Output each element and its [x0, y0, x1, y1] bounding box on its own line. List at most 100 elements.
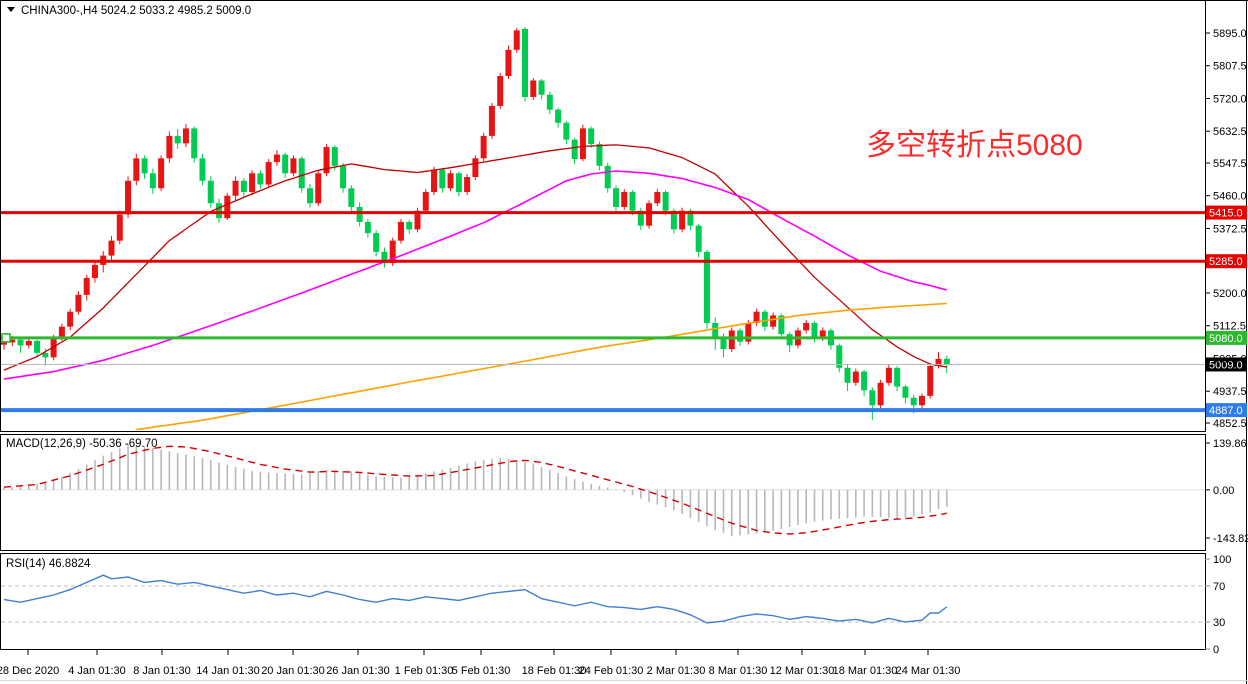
macd-pane[interactable] [0, 434, 1206, 551]
candle-body [596, 144, 603, 166]
candle [464, 174, 471, 195]
symbol-dropdown-icon[interactable] [7, 7, 15, 12]
candle-body [75, 294, 82, 312]
candle [505, 45, 512, 80]
price-tick-label: 5460.0 [1213, 191, 1247, 203]
price-badge-text: 5009.0 [1209, 359, 1243, 371]
ma-slow-line [136, 302, 947, 431]
price-badge-text: 5080.0 [1209, 333, 1243, 345]
chart-title: CHINA300-,H4 5024.2 5033.2 4985.2 5009.0 [21, 5, 251, 17]
candle [431, 166, 438, 195]
candle-body [257, 173, 264, 185]
candle-body [199, 158, 206, 181]
time-tick-label: 8 Jan 01:30 [133, 665, 191, 677]
candle-body [207, 180, 214, 204]
candle [315, 170, 322, 207]
candle-body [331, 147, 338, 166]
candle [703, 249, 710, 329]
candle-body [9, 339, 16, 343]
rsi-tick-label: 30 [1213, 617, 1225, 629]
candle-body [538, 80, 545, 95]
time-tick-label: 14 Jan 01:30 [196, 665, 260, 677]
candle-body [348, 188, 355, 207]
price-badge-resistance-5285 [1206, 254, 1247, 269]
candle-body [935, 358, 942, 366]
candle-body [579, 128, 586, 160]
candle [439, 167, 446, 193]
macd-tick-label: -143.82 [1213, 533, 1248, 545]
ma-mid-line [3, 170, 948, 380]
candle-body [306, 188, 313, 204]
candle [149, 168, 156, 194]
time-scale[interactable]: 28 Dec 2020 4 Jan 01:30 8 Jan 01:30 14 Jan … [0, 649, 960, 678]
candle-body [621, 191, 628, 207]
candle [472, 155, 479, 181]
candle [116, 210, 123, 245]
candle-body [546, 94, 553, 110]
candle-body [455, 173, 462, 192]
candle-body [811, 322, 818, 338]
candle [918, 393, 925, 410]
annotation-text[interactable]: 多空转折点5080 [866, 129, 1083, 162]
candle [364, 218, 371, 238]
candle [406, 220, 413, 234]
price-badge-text: 5285.0 [1209, 256, 1243, 268]
horizontal-level-lines[interactable]: 5415.0 5285.0 5080.0 5009.0 4887.0 [1, 205, 1247, 418]
line-handle-marker[interactable] [1, 333, 11, 343]
price-tick-label: 5807.5 [1213, 61, 1247, 73]
price-tick-label: 5720.0 [1213, 93, 1247, 105]
time-tick-label: 2 Mar 01:30 [647, 665, 706, 677]
rsi-pane[interactable] [0, 553, 1206, 650]
price-pane[interactable] [0, 0, 1206, 432]
candle-body [282, 154, 289, 174]
candle [803, 319, 810, 334]
time-tick-label: 18 Feb 01:30 [522, 665, 587, 677]
time-tick-label: 4 Jan 01:30 [68, 665, 126, 677]
candle [861, 369, 868, 396]
candle [522, 27, 529, 102]
candle-body [232, 180, 239, 196]
macd-label: MACD(12,26,9) -50.36 -69.70 [6, 438, 158, 450]
candle [695, 223, 702, 258]
candle-body [563, 122, 570, 140]
candle [199, 153, 206, 186]
candle [902, 384, 909, 404]
candle-body [745, 322, 752, 342]
candle-body [464, 177, 471, 192]
candle-body [877, 382, 884, 406]
time-tick-label: 1 Feb 01:30 [395, 665, 454, 677]
candle [629, 190, 636, 216]
candle-body [273, 154, 280, 163]
time-tick-label: 5 Feb 01:30 [452, 665, 511, 677]
candle-body [447, 173, 454, 189]
price-badge-support-4887 [1206, 403, 1247, 418]
candle-body [83, 278, 90, 295]
candle-body [414, 210, 421, 230]
candle-body [737, 330, 744, 342]
candle-body [703, 251, 710, 323]
price-badge-text: 5415.0 [1209, 208, 1243, 220]
candle [257, 170, 264, 190]
candle-body [803, 322, 810, 331]
price-tick-label: 5200.0 [1213, 288, 1247, 300]
candle [331, 145, 338, 171]
candle-body [141, 158, 148, 174]
candle [83, 275, 90, 301]
candle-body [637, 210, 644, 226]
candle [877, 379, 884, 409]
candle [836, 343, 843, 373]
candle-body [406, 221, 413, 230]
candle [348, 185, 355, 212]
candle [530, 77, 537, 100]
candle [166, 131, 173, 163]
macd-tick-label: 139.86 [1213, 438, 1247, 450]
candle-body [17, 339, 24, 346]
moving-average-lines [3, 144, 948, 431]
price-badge-text: 4887.0 [1209, 405, 1243, 417]
candle-body [869, 390, 876, 406]
candle-body [761, 311, 768, 327]
candle-body [555, 109, 562, 123]
candle-body [439, 169, 446, 189]
price-scale[interactable]: 5895.0 5807.5 5720.0 5632.5 5547.5 5460.0 5372… [1205, 28, 1247, 430]
